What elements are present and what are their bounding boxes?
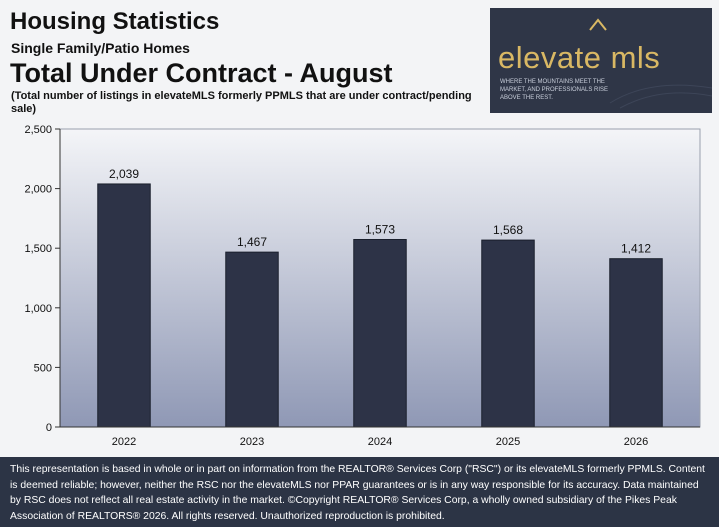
page-subtitle: Single Family/Patio Homes bbox=[11, 40, 190, 56]
logo-tagline: WHERE THE MOUNTAINS MEET THE MARKET, AND… bbox=[500, 79, 609, 101]
x-tick-label: 2023 bbox=[240, 436, 264, 448]
data-label: 2,039 bbox=[109, 167, 139, 181]
x-tick-label: 2026 bbox=[624, 436, 648, 448]
data-label: 1,573 bbox=[365, 222, 395, 236]
x-tick-label: 2024 bbox=[368, 436, 392, 448]
bar-2023 bbox=[225, 251, 279, 428]
y-tick-label: 0 bbox=[46, 422, 52, 434]
footer: This representation is based in whole or… bbox=[0, 457, 719, 527]
chart-heading: Total Under Contract - August bbox=[10, 58, 393, 88]
footer-disclaimer: This representation is based in whole or… bbox=[10, 464, 705, 522]
elevate-mls-logo: elevate mls WHERE THE MOUNTAINS MEET THE… bbox=[490, 8, 712, 113]
bar-2024 bbox=[353, 238, 407, 428]
chart-note: (Total number of listings in elevateMLS … bbox=[11, 90, 472, 115]
logo-wordmark: elevate mls bbox=[498, 40, 661, 75]
x-tick-label: 2025 bbox=[496, 436, 520, 448]
data-label: 1,412 bbox=[621, 242, 651, 256]
data-label: 1,568 bbox=[493, 223, 523, 237]
logo-mountain-icon bbox=[589, 18, 712, 109]
bar-2025 bbox=[481, 239, 535, 428]
bar-chart: 0 500 1,000 1,500 2,000 2,500 2,039 1,467 1,573… bbox=[24, 124, 701, 448]
y-tick-label: 2,000 bbox=[24, 184, 52, 196]
bar-2022 bbox=[97, 183, 151, 428]
x-tick-label: 2022 bbox=[112, 436, 136, 448]
y-tick-label: 500 bbox=[34, 362, 52, 374]
page-title: Housing Statistics bbox=[10, 8, 220, 35]
y-tick-label: 2,500 bbox=[24, 124, 52, 136]
data-label: 1,467 bbox=[237, 235, 267, 249]
bar-2026 bbox=[609, 258, 663, 428]
y-tick-label: 1,000 bbox=[24, 303, 52, 315]
y-tick-label: 1,500 bbox=[24, 243, 52, 255]
